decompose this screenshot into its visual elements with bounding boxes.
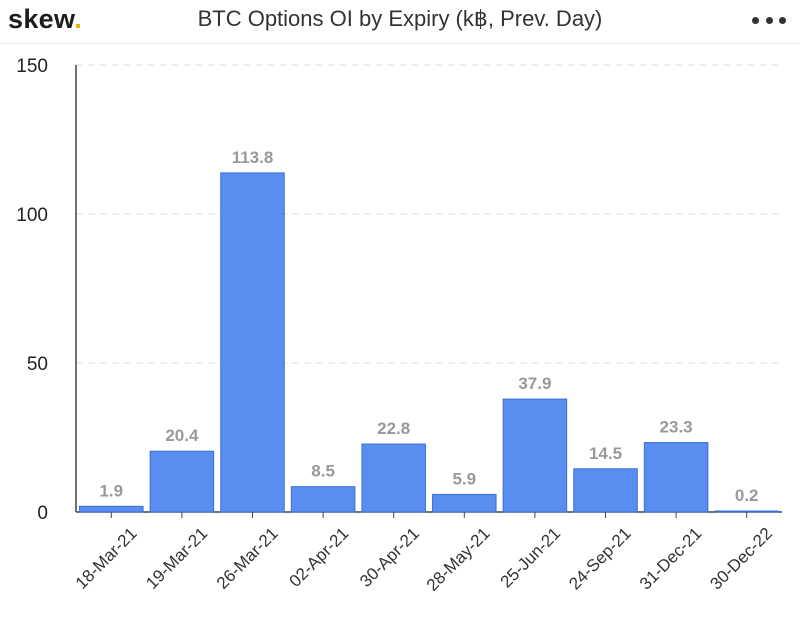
data-label: 5.9 [452, 469, 476, 488]
data-label: 37.9 [518, 374, 551, 393]
chart-header: skew. BTC Options OI by Expiry (k฿, Prev… [0, 0, 800, 44]
y-tick-label: 50 [27, 354, 48, 375]
bar [643, 442, 709, 513]
x-tick-label: 18-Mar-21 [72, 524, 141, 593]
bar [290, 486, 356, 513]
x-tick-label: 26-Mar-21 [213, 524, 282, 593]
more-dots-icon[interactable] [752, 10, 786, 30]
skew-logo: skew. [8, 4, 82, 35]
chart-title: BTC Options OI by Expiry (k฿, Prev. Day) [197, 6, 603, 31]
bar [714, 510, 779, 513]
x-tick-label: 28-May-21 [423, 524, 494, 595]
x-tick-label: 31-Dec-21 [636, 524, 706, 594]
data-label: 113.8 [232, 148, 274, 167]
data-label: 0.2 [735, 486, 759, 505]
bar [149, 450, 215, 513]
x-tick-label: 24-Sep-21 [565, 524, 635, 594]
x-tick-label: 19-Mar-21 [142, 524, 211, 593]
data-label: 14.5 [589, 444, 622, 463]
bar [573, 468, 638, 513]
y-tick-label: 100 [16, 205, 48, 226]
bar [79, 505, 144, 513]
logo-text: skew [8, 4, 75, 34]
bar [502, 398, 568, 513]
bar [220, 172, 285, 513]
x-tick-label: 02-Apr-21 [286, 524, 353, 591]
data-label: 20.4 [165, 426, 199, 445]
y-tick-label: 0 [37, 503, 48, 524]
data-label: 1.9 [99, 481, 123, 500]
data-label: 23.3 [660, 418, 693, 437]
data-label: 22.8 [377, 419, 410, 438]
x-tick-label: 30-Dec-22 [706, 524, 776, 594]
logo-dot: . [74, 4, 83, 34]
bar [361, 443, 426, 513]
y-tick-label: 150 [16, 56, 48, 77]
data-label: 8.5 [311, 462, 335, 481]
x-tick-label: 25-Jun-21 [497, 524, 565, 592]
x-tick-label: 30-Apr-21 [356, 524, 423, 591]
bar [432, 493, 497, 513]
